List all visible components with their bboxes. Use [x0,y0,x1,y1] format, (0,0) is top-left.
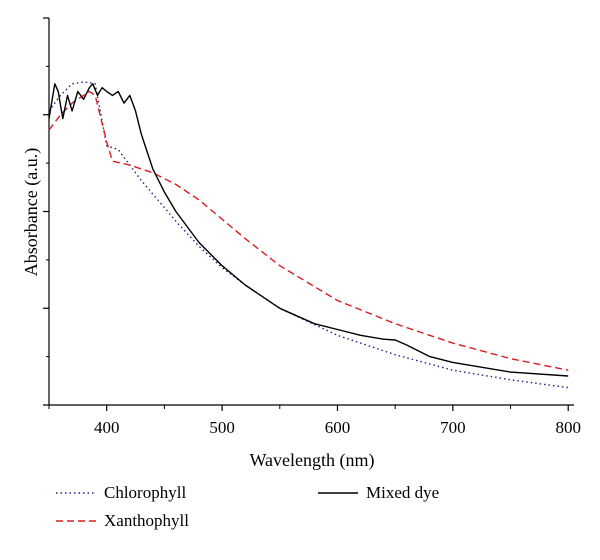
x-tick-label-500: 500 [209,418,235,437]
x-tick-label-700: 700 [440,418,466,437]
legend: Chlorophyll Xanthophyll Mixed dye [56,483,439,530]
series-line-chlorophyll [48,81,569,389]
legend-label-xanthophyll: Xanthophyll [104,511,189,530]
x-tick-label-800: 800 [555,418,581,437]
series-layer [48,81,569,389]
x-ticks: 400 500 600 700 800 [48,405,581,437]
axes [48,18,574,406]
series-line-xanthophyll [48,90,569,371]
x-axis-title: Wavelength (nm) [249,450,374,471]
series-line-mixed-dye [48,83,569,377]
legend-label-mixed-dye: Mixed dye [366,483,439,502]
y-ticks [43,17,49,406]
x-tick-label-600: 600 [325,418,351,437]
legend-label-chlorophyll: Chlorophyll [104,483,186,502]
x-tick-label-400: 400 [94,418,120,437]
y-axis-title: Absorbance (a.u.) [21,148,42,276]
